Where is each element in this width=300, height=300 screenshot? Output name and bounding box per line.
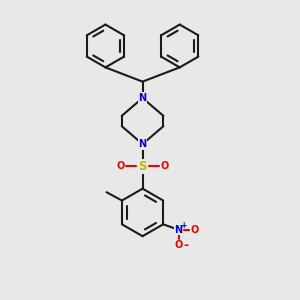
Text: N: N: [139, 93, 147, 103]
Text: S: S: [138, 160, 147, 173]
Text: O: O: [116, 161, 124, 171]
Text: N: N: [139, 139, 147, 149]
Text: +: +: [180, 221, 186, 230]
Text: N: N: [175, 225, 183, 235]
Text: O: O: [161, 161, 169, 171]
Text: O: O: [191, 225, 199, 235]
Text: -: -: [184, 238, 189, 252]
Text: O: O: [175, 240, 183, 250]
